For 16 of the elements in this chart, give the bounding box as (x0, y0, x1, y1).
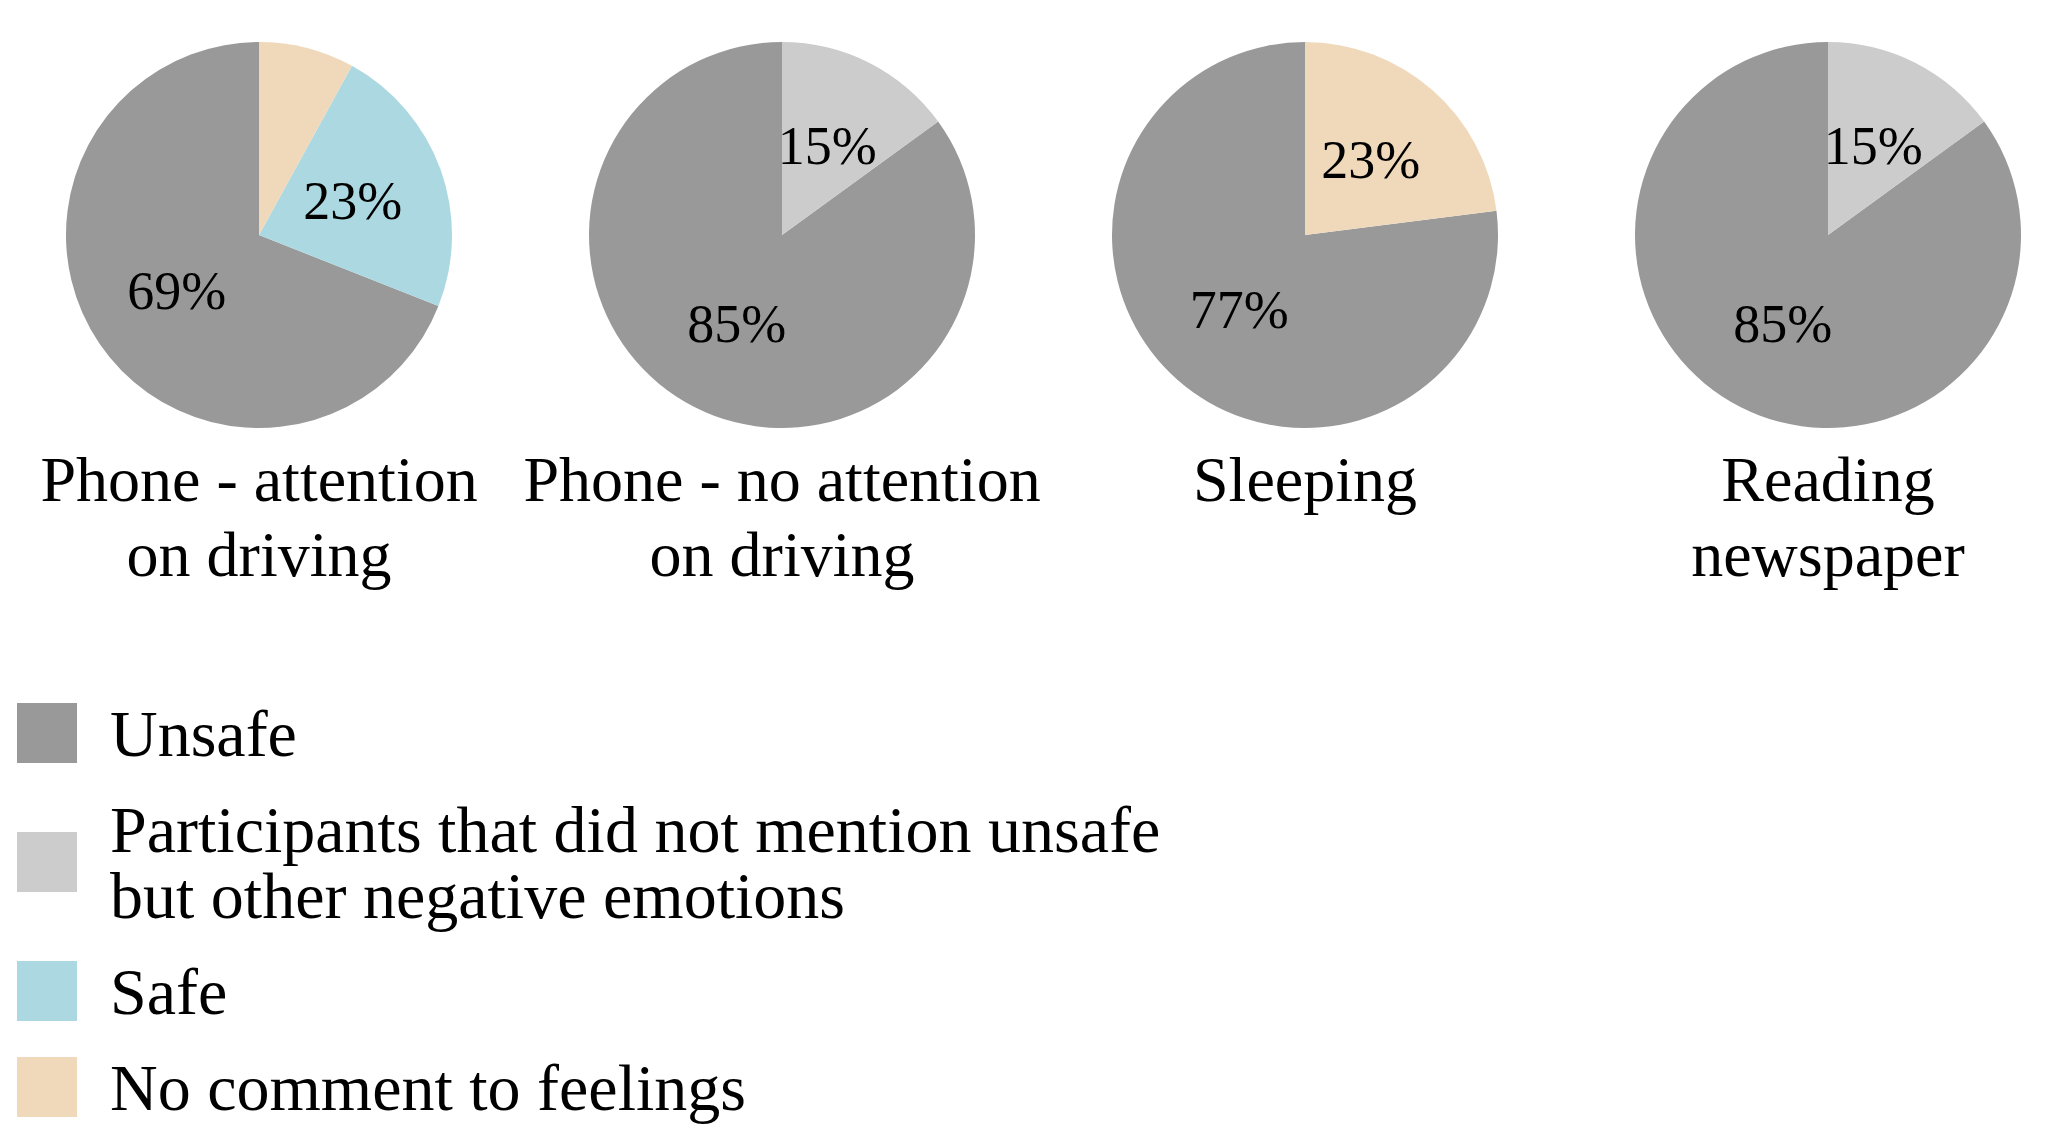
data-label: 15% (1823, 116, 1923, 177)
data-label: 85% (1733, 293, 1833, 354)
slice-label: Sleeping (1193, 444, 1417, 515)
data-label: 77% (1189, 279, 1289, 340)
data-label: 69% (127, 260, 227, 321)
data-label: 23% (1321, 130, 1421, 191)
slice-label: Reading newspaper (1691, 444, 1965, 590)
legend-label: Safe (110, 954, 228, 1028)
legend-label: Unsafe (110, 696, 297, 770)
slice-label: Phone - no attention on driving (523, 444, 1041, 590)
data-label: 85% (687, 293, 787, 354)
legend-label: Participants that did not mention unsafe but other negative emotions (110, 792, 1161, 932)
legend-label: No comment to feelings (110, 1050, 747, 1124)
data-label: 15% (777, 116, 877, 177)
slice-label: Phone - attention on driving (40, 444, 478, 590)
data-label: 23% (303, 171, 403, 232)
